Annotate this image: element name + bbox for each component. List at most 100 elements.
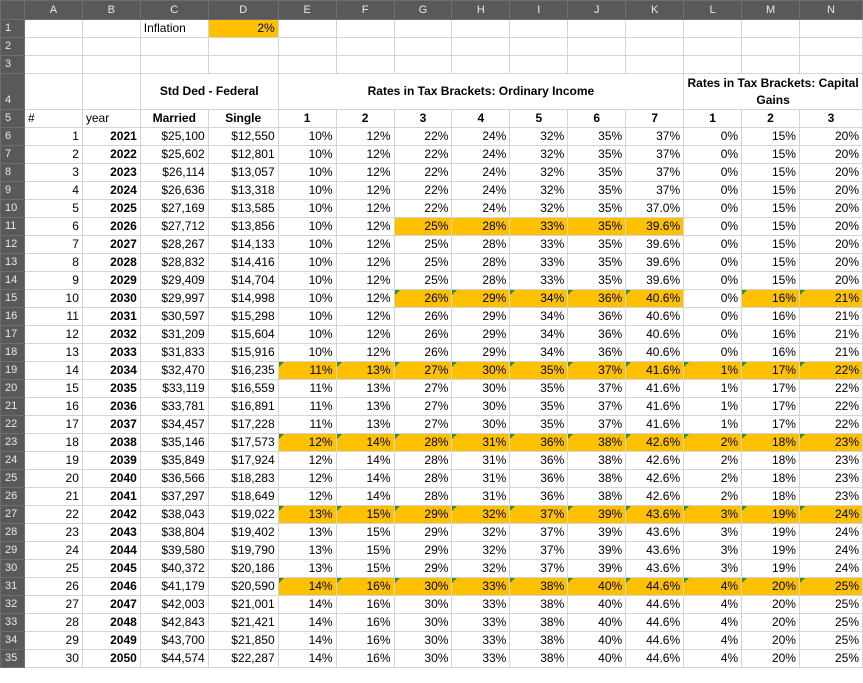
ordinary-rate-cell[interactable]: 40%: [567, 595, 627, 614]
ordinary-rate-cell[interactable]: 35%: [567, 199, 627, 218]
ordinary-rate-cell[interactable]: 35%: [509, 379, 569, 398]
ord-bracket-header[interactable]: 7: [625, 109, 685, 128]
capital-rate-cell[interactable]: 15%: [741, 217, 800, 236]
capital-rate-cell[interactable]: 20%: [741, 595, 800, 614]
ordinary-rate-cell[interactable]: 11%: [277, 415, 337, 434]
year-cell[interactable]: 2042: [81, 505, 141, 524]
ordinary-rate-cell[interactable]: 16%: [335, 613, 395, 632]
married-cell[interactable]: $31,833: [139, 343, 209, 362]
select-all-corner[interactable]: [0, 0, 25, 20]
ordinary-rate-cell[interactable]: 24%: [451, 163, 511, 182]
married-cell[interactable]: $43,700: [139, 631, 209, 650]
ordinary-rate-cell[interactable]: 30%: [451, 397, 511, 416]
capital-gains-header[interactable]: Rates in Tax Brackets: Capital Gains: [683, 73, 863, 110]
married-cell[interactable]: $26,114: [139, 163, 209, 182]
ordinary-rate-cell[interactable]: 13%: [277, 523, 337, 542]
ordinary-rate-cell[interactable]: 28%: [393, 433, 453, 452]
ordinary-rate-cell[interactable]: 32%: [451, 523, 511, 542]
capital-rate-cell[interactable]: 20%: [741, 649, 800, 668]
row-number-cell[interactable]: 19: [23, 451, 83, 470]
capital-rate-cell[interactable]: 15%: [741, 253, 800, 272]
married-cell[interactable]: $36,566: [139, 469, 209, 488]
year-cell[interactable]: 2031: [81, 307, 141, 326]
column-header[interactable]: I: [509, 0, 569, 20]
ordinary-rate-cell[interactable]: 31%: [451, 469, 511, 488]
ordinary-rate-cell[interactable]: 41.6%: [625, 361, 685, 380]
ordinary-rate-cell[interactable]: 35%: [567, 127, 627, 146]
ordinary-rate-cell[interactable]: 10%: [277, 217, 337, 236]
single-cell[interactable]: $18,283: [207, 469, 279, 488]
ordinary-rate-cell[interactable]: 37%: [509, 523, 569, 542]
ordinary-rate-cell[interactable]: 30%: [393, 577, 453, 596]
column-header[interactable]: D: [207, 0, 279, 20]
year-cell[interactable]: 2023: [81, 163, 141, 182]
capital-rate-cell[interactable]: 2%: [683, 451, 743, 470]
row-number-cell[interactable]: 8: [23, 253, 83, 272]
ordinary-rate-cell[interactable]: 24%: [451, 127, 511, 146]
ordinary-rate-cell[interactable]: 36%: [567, 343, 627, 362]
year-cell[interactable]: 2040: [81, 469, 141, 488]
ordinary-rate-cell[interactable]: 38%: [509, 577, 569, 596]
ordinary-rate-cell[interactable]: 36%: [509, 469, 569, 488]
ordinary-rate-cell[interactable]: 36%: [509, 451, 569, 470]
ordinary-rate-cell[interactable]: 15%: [335, 559, 395, 578]
capital-rate-cell[interactable]: 3%: [683, 523, 743, 542]
capital-rate-cell[interactable]: 4%: [683, 613, 743, 632]
ordinary-rate-cell[interactable]: 39%: [567, 523, 627, 542]
ordinary-rate-cell[interactable]: 24%: [451, 145, 511, 164]
capital-rate-cell[interactable]: 21%: [798, 307, 863, 326]
cap-bracket-header[interactable]: 2: [741, 109, 800, 128]
year-cell[interactable]: 2050: [81, 649, 141, 668]
ordinary-rate-cell[interactable]: 10%: [277, 181, 337, 200]
ordinary-rate-cell[interactable]: 30%: [451, 361, 511, 380]
ordinary-rate-cell[interactable]: 37%: [625, 181, 685, 200]
capital-rate-cell[interactable]: 0%: [683, 307, 743, 326]
ordinary-rate-cell[interactable]: 29%: [393, 523, 453, 542]
ordinary-rate-cell[interactable]: 28%: [393, 469, 453, 488]
ordinary-rate-cell[interactable]: 14%: [335, 433, 395, 452]
single-cell[interactable]: $16,559: [207, 379, 279, 398]
married-cell[interactable]: $33,781: [139, 397, 209, 416]
ordinary-rate-cell[interactable]: 34%: [509, 307, 569, 326]
single-cell[interactable]: $21,001: [207, 595, 279, 614]
capital-rate-cell[interactable]: 0%: [683, 271, 743, 290]
ordinary-rate-cell[interactable]: 10%: [277, 235, 337, 254]
ordinary-rate-cell[interactable]: 44.6%: [625, 595, 685, 614]
ordinary-rate-cell[interactable]: 28%: [451, 235, 511, 254]
ordinary-rate-cell[interactable]: 16%: [335, 595, 395, 614]
column-header[interactable]: B: [81, 0, 141, 20]
married-header[interactable]: Married: [139, 109, 209, 128]
ordinary-rate-cell[interactable]: 12%: [277, 433, 337, 452]
column-header[interactable]: L: [683, 0, 743, 20]
ordinary-rate-cell[interactable]: 15%: [335, 523, 395, 542]
ordinary-rate-cell[interactable]: 24%: [451, 181, 511, 200]
single-cell[interactable]: $12,550: [207, 127, 279, 146]
ordinary-rate-cell[interactable]: 38%: [509, 631, 569, 650]
capital-rate-cell[interactable]: 23%: [798, 451, 863, 470]
single-cell[interactable]: $16,891: [207, 397, 279, 416]
ordinary-rate-cell[interactable]: 44.6%: [625, 613, 685, 632]
row-number-cell[interactable]: 22: [23, 505, 83, 524]
capital-rate-cell[interactable]: 20%: [798, 235, 863, 254]
year-cell[interactable]: 2033: [81, 343, 141, 362]
row-number-cell[interactable]: 14: [23, 361, 83, 380]
single-cell[interactable]: $13,057: [207, 163, 279, 182]
single-cell[interactable]: $17,924: [207, 451, 279, 470]
capital-rate-cell[interactable]: 15%: [741, 271, 800, 290]
capital-rate-cell[interactable]: 17%: [741, 361, 800, 380]
ordinary-rate-cell[interactable]: 12%: [335, 127, 395, 146]
ord-bracket-header[interactable]: 4: [451, 109, 511, 128]
ordinary-rate-cell[interactable]: 37%: [509, 541, 569, 560]
single-cell[interactable]: $21,850: [207, 631, 279, 650]
capital-rate-cell[interactable]: 0%: [683, 253, 743, 272]
row-number-cell[interactable]: 3: [23, 163, 83, 182]
capital-rate-cell[interactable]: 15%: [741, 235, 800, 254]
capital-rate-cell[interactable]: 4%: [683, 595, 743, 614]
ordinary-rate-cell[interactable]: 36%: [567, 289, 627, 308]
ordinary-rate-cell[interactable]: 39.6%: [625, 235, 685, 254]
capital-rate-cell[interactable]: 2%: [683, 433, 743, 452]
ordinary-rate-cell[interactable]: 12%: [335, 253, 395, 272]
ordinary-rate-cell[interactable]: 10%: [277, 307, 337, 326]
ordinary-rate-cell[interactable]: 43.6%: [625, 505, 685, 524]
ordinary-rate-cell[interactable]: 35%: [567, 235, 627, 254]
